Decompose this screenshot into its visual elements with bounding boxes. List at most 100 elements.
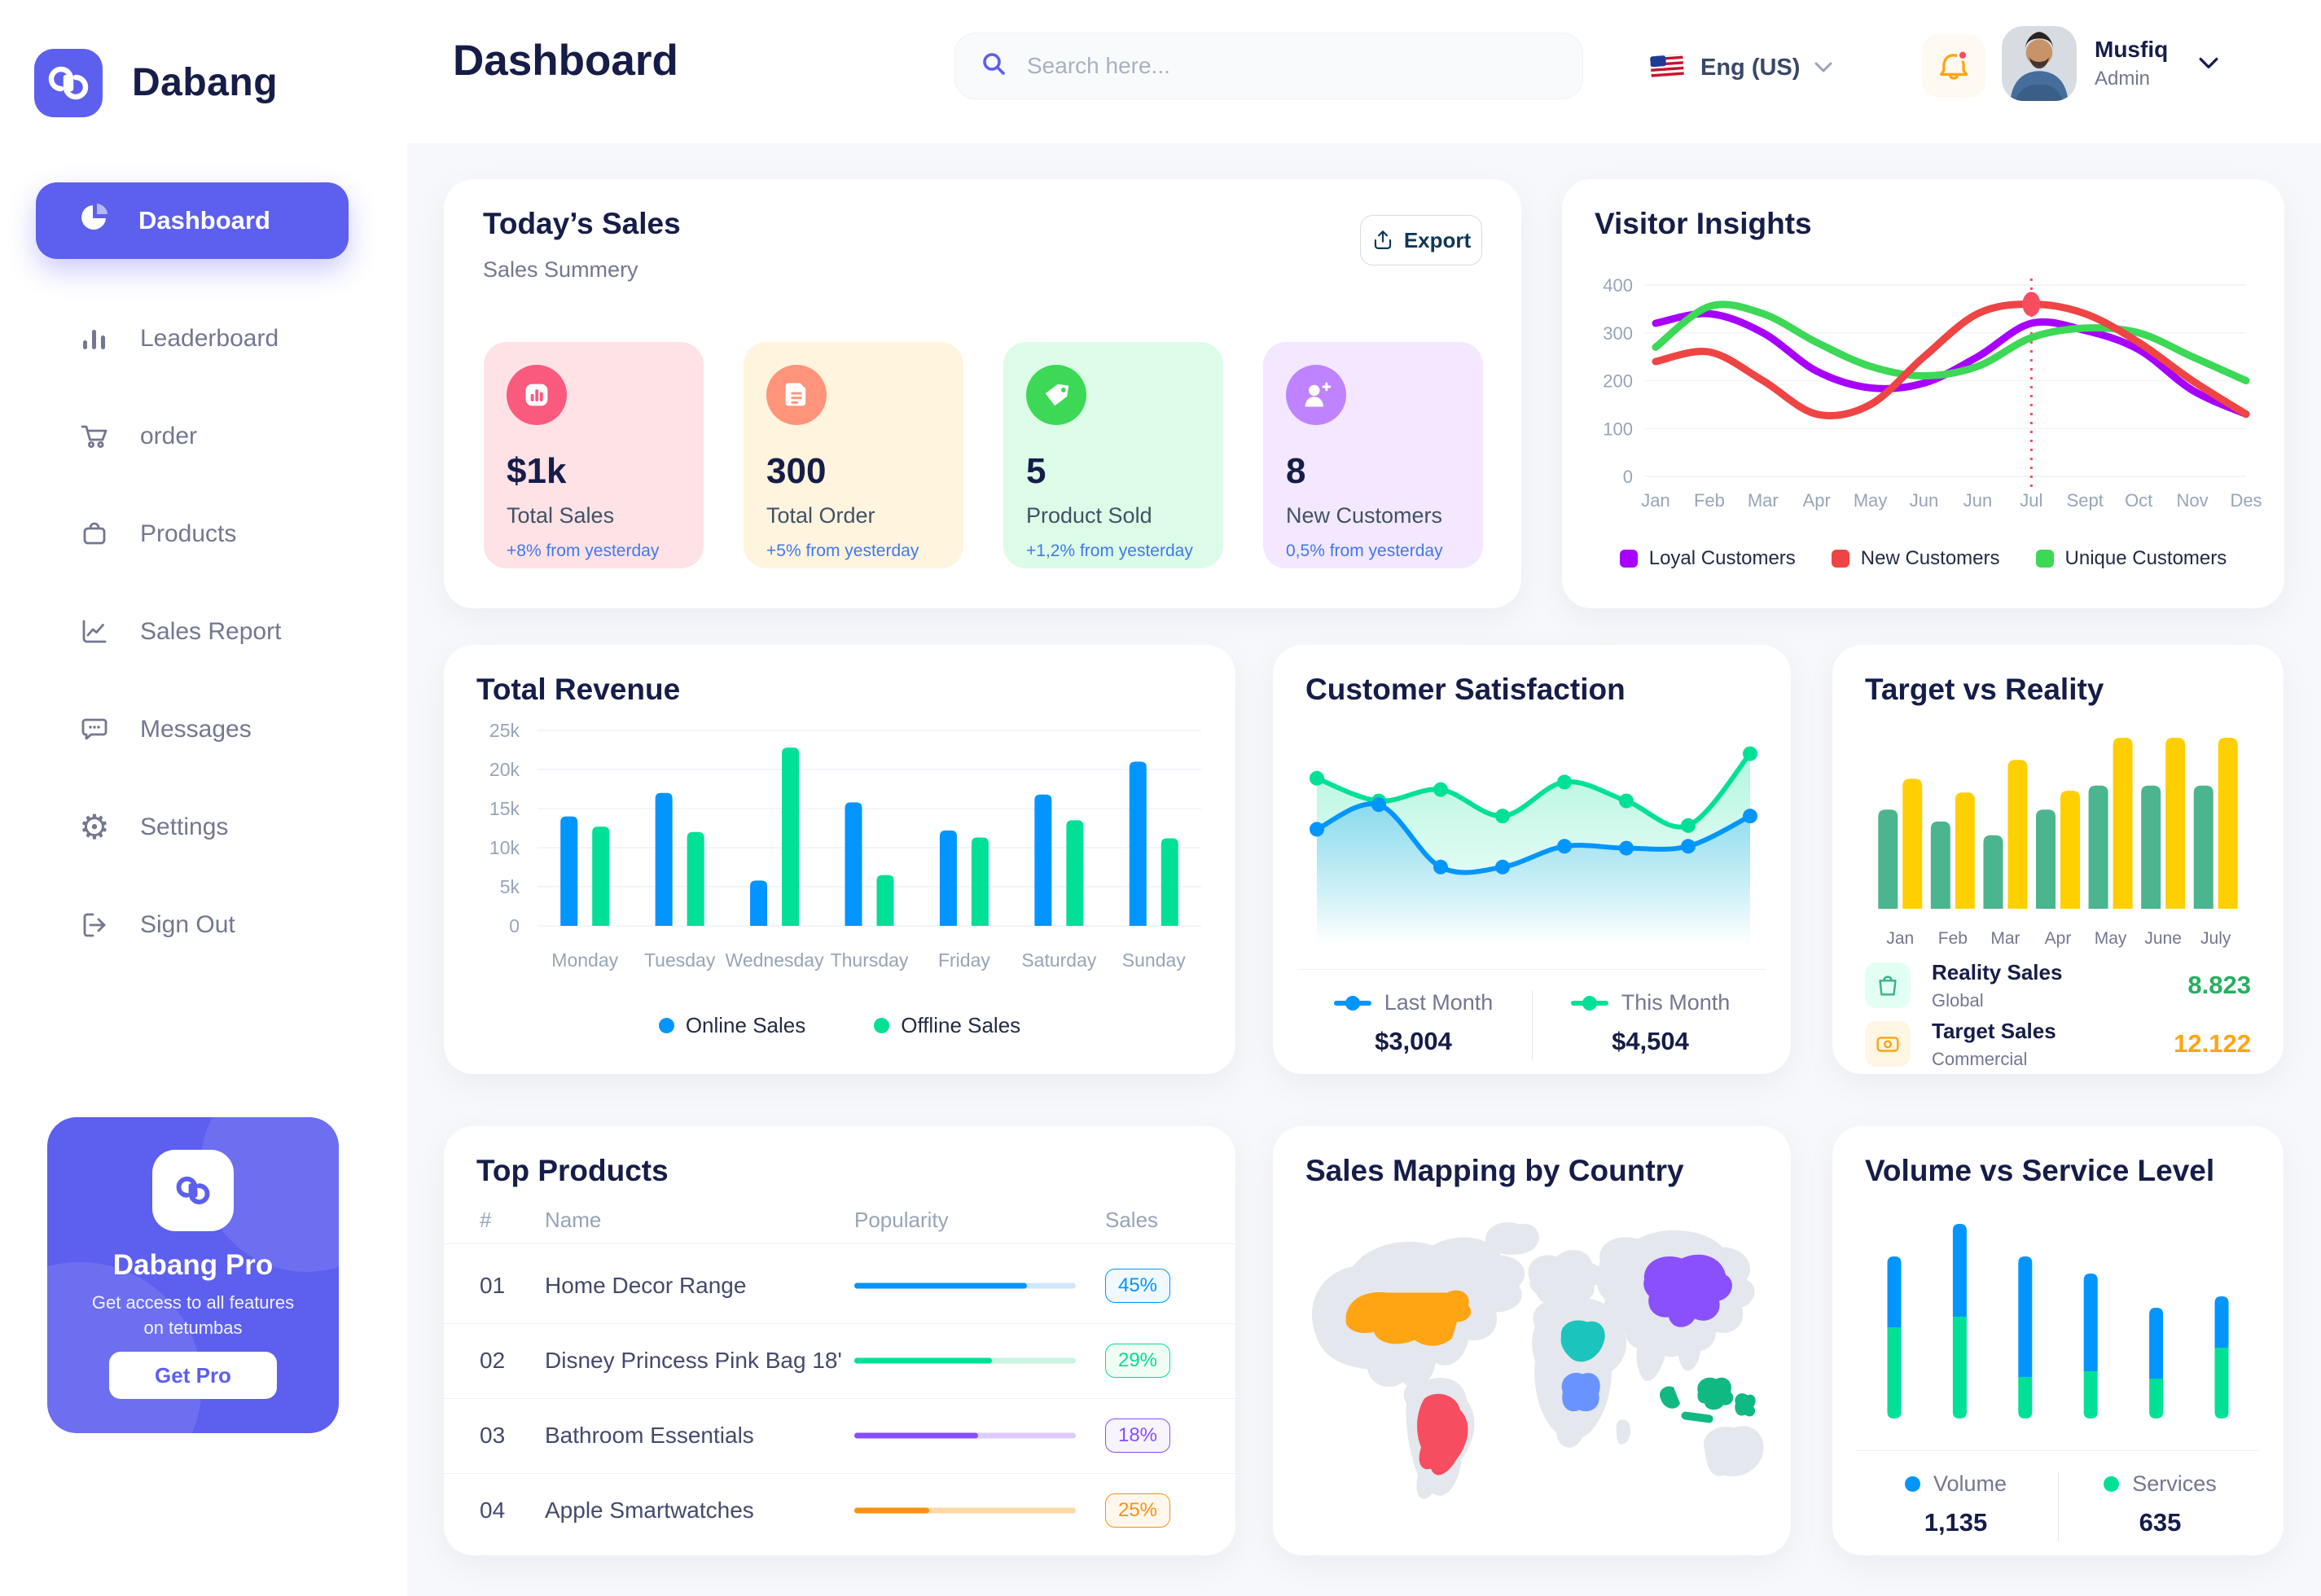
stat-delta: +8% from yesterday	[507, 542, 660, 560]
svg-text:July: July	[2200, 929, 2231, 948]
sidebar-item-dashboard[interactable]: Dashboard	[36, 182, 349, 259]
stat-new-customers: 8 New Customers 0,5% from yesterday	[1263, 342, 1483, 568]
sidebar-item-label: Leaderboard	[140, 325, 279, 352]
target-vs-reality-chart: Jan Feb Mar Apr May June July	[1878, 738, 2238, 948]
customer-satisfaction-title: Customer Satisfaction	[1305, 673, 1626, 706]
popularity-bar	[854, 1357, 1076, 1364]
svg-text:June: June	[2144, 929, 2182, 948]
popularity-bar	[854, 1432, 1076, 1439]
export-button[interactable]: Export	[1360, 215, 1482, 265]
col-header-name: Name	[545, 1208, 602, 1232]
gear-icon: ⚙	[79, 808, 110, 846]
svg-text:May: May	[2095, 929, 2127, 948]
sidebar-item-label: Settings	[140, 813, 229, 840]
customer-satisfaction-legend: Last Month $3,004 This Month $4,504	[1273, 990, 1791, 1060]
services-total: 635	[2139, 1508, 2182, 1537]
sales-badge: 18%	[1105, 1418, 1170, 1453]
cart-icon	[78, 420, 111, 453]
sidebar-item-products[interactable]: Products	[36, 502, 371, 567]
volume-total: 1,135	[1924, 1508, 1988, 1537]
shopping-bag-icon	[78, 518, 111, 550]
order-file-icon	[766, 365, 827, 425]
brand-name: Dabang	[132, 61, 279, 104]
total-revenue-title: Total Revenue	[476, 673, 681, 706]
sidebar-item-sales-report[interactable]: Sales Report	[36, 599, 371, 664]
export-icon	[1374, 230, 1391, 249]
total-revenue-card: Total Revenue 0 5k 10k 15k 20k 25k Monday Tuesd…	[444, 645, 1235, 1074]
svg-text:15k: 15k	[489, 798, 520, 819]
stat-value: 5	[1026, 451, 1046, 491]
page-title: Dashboard	[453, 37, 678, 85]
brand-logo-icon	[34, 49, 103, 117]
stat-value: $1k	[507, 451, 567, 491]
svg-text:Jan: Jan	[1641, 490, 1669, 511]
col-header-rank: #	[480, 1208, 492, 1232]
stat-label: New Customers	[1286, 503, 1443, 528]
svg-text:Nov: Nov	[2177, 490, 2209, 511]
search-input[interactable]	[1027, 42, 1582, 90]
stat-delta: +5% from yesterday	[766, 542, 919, 560]
svg-text:400: 400	[1603, 275, 1633, 296]
sidebar-item-label: Sign Out	[140, 911, 235, 938]
person-plus-icon	[1286, 365, 1346, 425]
svg-text:Feb: Feb	[1694, 490, 1725, 511]
sidebar-item-sign-out[interactable]: Sign Out	[36, 892, 371, 958]
pro-title: Dabang Pro	[112, 1249, 274, 1281]
table-row: 02 Disney Princess Pink Bag 18' 29%	[444, 1323, 1235, 1398]
visitor-insights-card: Visitor Insights 0 100 200 300 400 Jan Feb Mar A…	[1562, 179, 2284, 608]
us-flag-icon	[1648, 50, 1686, 86]
svg-text:Sunday: Sunday	[1122, 949, 1187, 971]
sales-mapping-card: Sales Mapping by Country	[1273, 1126, 1791, 1555]
stat-delta: +1,2% from yesterday	[1026, 542, 1193, 560]
sidebar: Dabang Dashboard Leaderboard order Produ…	[0, 0, 407, 1596]
get-pro-button[interactable]: Get Pro	[109, 1352, 277, 1399]
col-header-popularity: Popularity	[854, 1208, 949, 1232]
sidebar-item-label: order	[140, 423, 198, 449]
todays-sales-title: Today’s Sales	[483, 207, 681, 240]
stat-total-sales: $1k Total Sales +8% from yesterday	[484, 342, 704, 568]
svg-text:Tuesday: Tuesday	[644, 949, 716, 971]
popularity-bar	[854, 1507, 1076, 1514]
svg-text:100: 100	[1603, 419, 1633, 439]
export-label: Export	[1403, 227, 1472, 252]
pro-subtitle: Get access to all features on tetumbas	[91, 1292, 295, 1338]
line-chart-icon	[78, 616, 111, 648]
target-vs-reality-title: Target vs Reality	[1865, 673, 2104, 706]
svg-text:Mar: Mar	[1748, 490, 1779, 511]
customer-satisfaction-card: Customer Satisfaction Last Month $3,004 …	[1273, 645, 1791, 1074]
sidebar-item-leaderboard[interactable]: Leaderboard	[36, 306, 371, 371]
sign-out-icon	[78, 909, 111, 941]
popularity-bar	[854, 1282, 1076, 1289]
user-name: Musfiq	[2095, 37, 2169, 62]
sidebar-item-label: Dashboard	[138, 206, 270, 235]
last-month-total: $3,004	[1375, 1027, 1452, 1055]
stat-value: 8	[1286, 451, 1306, 491]
sidebar-item-settings[interactable]: ⚙ Settings	[36, 795, 371, 860]
svg-text:0: 0	[1623, 467, 1633, 487]
pro-logo-icon	[152, 1150, 234, 1231]
visitor-insights-chart: 0 100 200 300 400 Jan Feb Mar Apr May Jun Jun Jul Sep…	[1603, 275, 2262, 511]
sidebar-item-label: Messages	[140, 716, 252, 743]
sidebar-item-order[interactable]: order	[36, 404, 371, 469]
sales-badge: 29%	[1105, 1344, 1170, 1378]
svg-text:Apr: Apr	[1803, 490, 1831, 511]
volume-vs-service-title: Volume vs Service Level	[1865, 1154, 2215, 1187]
sidebar-item-label: Sales Report	[140, 618, 282, 645]
visitor-insights-legend: Loyal Customers New Customers Unique Cus…	[1562, 547, 2284, 570]
sidebar-item-messages[interactable]: Messages	[36, 697, 371, 762]
sidebar-item-label: Products	[140, 520, 237, 547]
sales-badge: 25%	[1105, 1493, 1170, 1528]
user-menu[interactable]: Musfiq Admin	[2002, 24, 2218, 103]
chevron-down-icon	[1814, 62, 1832, 72]
shopping-bag-icon	[1865, 962, 1911, 1008]
language-selector[interactable]: Eng (US)	[1648, 42, 1832, 93]
svg-text:Friday: Friday	[938, 949, 990, 971]
stat-label: Total Order	[766, 503, 875, 528]
svg-text:May: May	[1854, 490, 1888, 511]
notifications-button[interactable]	[1922, 34, 1985, 98]
chevron-down-icon	[2199, 57, 2218, 68]
search-icon	[978, 48, 1011, 85]
ticket-icon	[1865, 1021, 1911, 1067]
svg-text:10k: 10k	[489, 837, 520, 858]
this-month-total: $4,504	[1612, 1027, 1689, 1055]
